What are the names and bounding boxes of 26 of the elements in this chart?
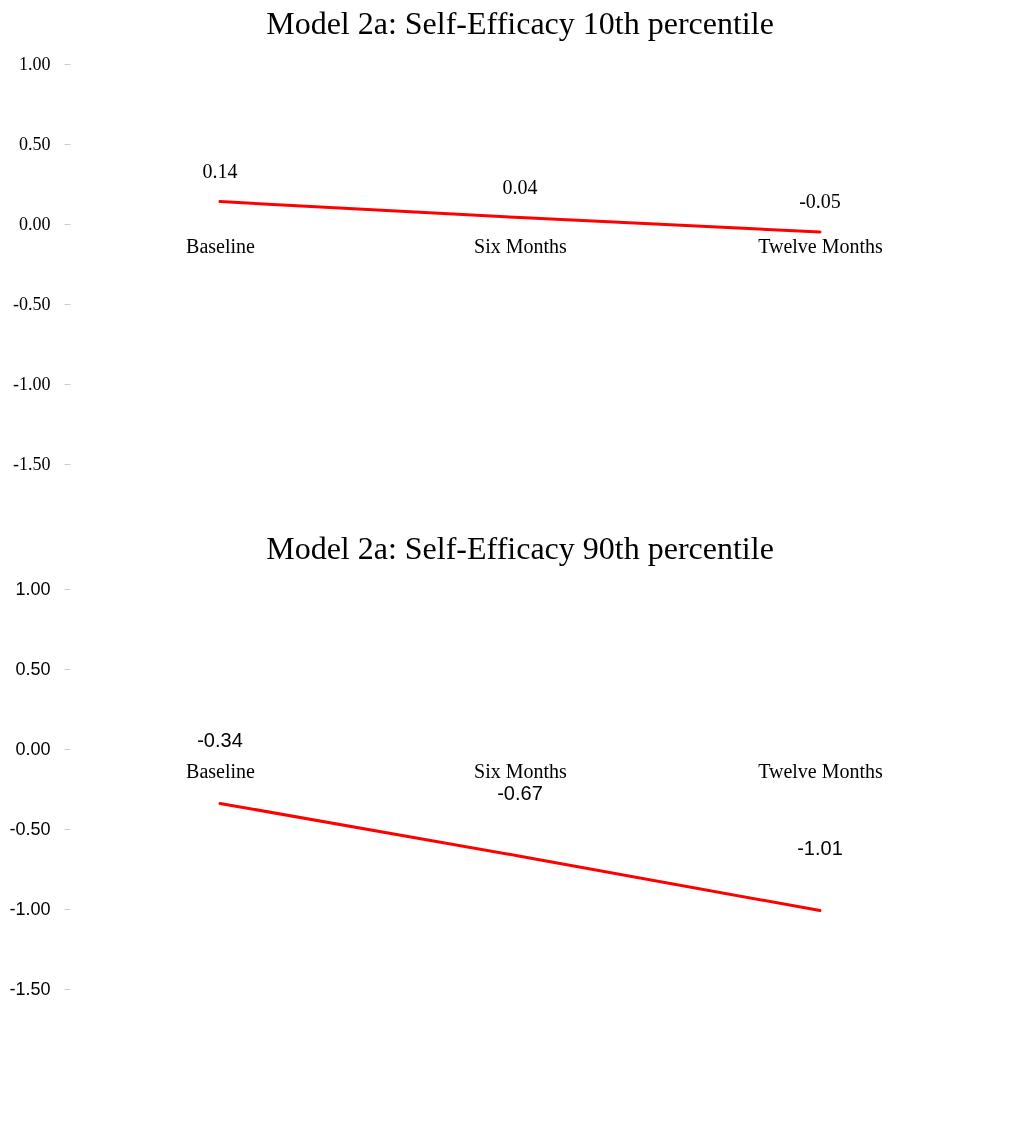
y-tick-label: 0.00: [15, 738, 51, 759]
y-tick-label: -0.50: [9, 818, 51, 839]
y-tick-label: -1.50: [9, 978, 51, 999]
x-tick-label: Baseline: [186, 234, 256, 257]
data-label: 0.04: [502, 175, 538, 198]
y-tick-label: 0.50: [15, 658, 51, 679]
chart-title: Model 2a: Self-Efficacy 90th percentile: [266, 530, 774, 566]
y-tick-label: 0.50: [19, 133, 51, 154]
data-label: -0.67: [497, 782, 543, 805]
chart-title: Model 2a: Self-Efficacy 10th percentile: [266, 5, 774, 41]
y-tick-label: 0.00: [19, 213, 51, 234]
x-tick-label: Twelve Months: [758, 234, 884, 257]
data-label: -1.01: [797, 836, 843, 859]
data-label: -0.05: [799, 190, 841, 212]
y-tick-label: -0.50: [13, 293, 51, 314]
y-tick-label: -1.50: [13, 453, 51, 474]
y-tick-label: 1.00: [15, 578, 51, 599]
x-tick-label: Twelve Months: [758, 759, 884, 782]
data-label: 0.14: [202, 159, 238, 182]
x-tick-label: Six Months: [474, 759, 568, 782]
y-tick-label: 1.00: [19, 53, 51, 74]
x-tick-label: Six Months: [474, 234, 568, 257]
data-label: -0.34: [197, 729, 243, 752]
x-tick-label: Baseline: [186, 759, 256, 782]
y-tick-label: -1.00: [9, 898, 51, 919]
y-tick-label: -1.00: [13, 373, 51, 394]
